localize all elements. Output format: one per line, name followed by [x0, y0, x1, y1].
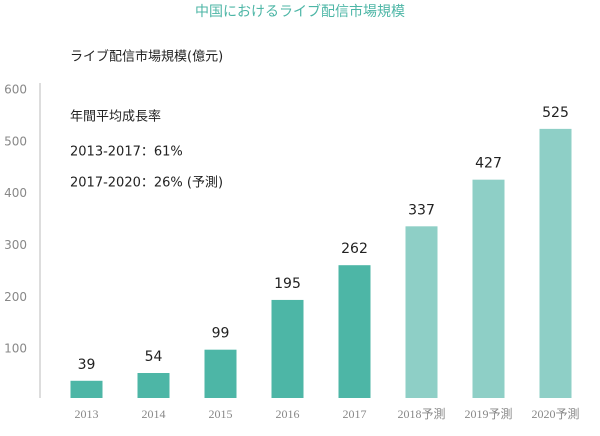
x-tick-label: 2015	[209, 407, 233, 421]
x-tick-label: 2020予測	[531, 407, 579, 421]
x-tick-label: 2018予測	[397, 407, 445, 421]
y-tick-label: 400	[4, 186, 27, 200]
value-label: 99	[212, 326, 230, 342]
bar	[472, 179, 505, 398]
y-tick-label: 100	[4, 342, 27, 356]
value-label: 337	[408, 202, 435, 218]
bar	[539, 128, 572, 398]
annotation: 年間平均成長率	[70, 109, 161, 125]
value-label: 262	[341, 241, 368, 257]
x-tick-label: 2019予測	[464, 407, 512, 421]
x-tick-label: 2017	[343, 407, 367, 421]
value-label: 195	[274, 276, 301, 292]
y-axis-label: ライブ配信市場規模(億元)	[70, 49, 223, 65]
y-tick-label: 600	[4, 83, 27, 97]
x-tick-label: 2016	[276, 407, 300, 421]
value-label: 39	[78, 357, 96, 373]
bar	[338, 265, 371, 398]
y-tick-label: 300	[4, 238, 27, 252]
bar	[405, 226, 438, 398]
annotation: 2013-2017：61%	[70, 145, 183, 160]
value-label: 54	[145, 349, 163, 365]
bar	[137, 373, 170, 398]
bar	[271, 299, 304, 398]
y-tick-label: 500	[4, 134, 27, 148]
value-label: 427	[475, 156, 502, 172]
bar	[204, 349, 237, 398]
y-tick-label: 200	[4, 290, 27, 304]
bar	[70, 380, 103, 398]
chart-title: 中国におけるライブ配信市場規模	[195, 3, 405, 20]
x-tick-label: 2014	[142, 407, 166, 421]
x-tick-label: 2013	[75, 407, 99, 421]
value-label: 525	[542, 105, 569, 121]
annotation: 2017-2020：26% (予測)	[70, 176, 223, 191]
